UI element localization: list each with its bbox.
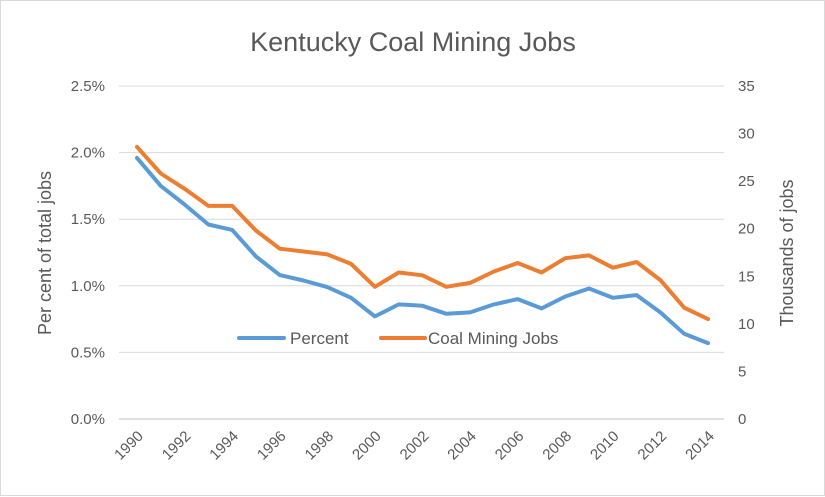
- x-tick-label: 1994: [206, 428, 242, 464]
- x-tick-label: 2008: [539, 428, 575, 464]
- x-tick-label: 2014: [682, 428, 718, 464]
- legend-label-coal-mining-jobs: Coal Mining Jobs: [428, 329, 558, 348]
- left-tick-label: 1.5%: [71, 211, 105, 228]
- series-lines: [135, 144, 710, 346]
- right-tick-label: 20: [738, 221, 755, 238]
- left-tick-label: 0.0%: [71, 411, 105, 428]
- left-tick-label: 2.5%: [71, 78, 105, 95]
- left-axis-title: Per cent of total jobs: [35, 171, 55, 335]
- right-axis-ticks: 0 5 10 15 20 25 30 35: [738, 78, 755, 428]
- x-tick-label: 1996: [254, 428, 290, 464]
- right-tick-label: 10: [738, 316, 755, 333]
- legend-label-percent: Percent: [290, 329, 349, 348]
- x-tick-label: 1992: [159, 428, 195, 464]
- x-tick-label: 1990: [111, 428, 147, 464]
- x-tick-label: 2010: [587, 428, 623, 464]
- left-tick-label: 1.0%: [71, 278, 105, 295]
- x-tick-label: 1998: [302, 428, 338, 464]
- gridlines: [119, 85, 724, 420]
- right-tick-label: 15: [738, 268, 755, 285]
- series-line-percent: [135, 155, 710, 346]
- x-axis-ticks: 1990 1992 1994 1996 1998 2000 2002 2004 2006 2008…: [111, 428, 718, 464]
- left-tick-label: 2.0%: [71, 145, 105, 162]
- right-tick-label: 35: [738, 78, 755, 95]
- legend: Percent Coal Mining Jobs: [237, 329, 558, 348]
- chart-title: Kentucky Coal Mining Jobs: [250, 27, 576, 57]
- right-tick-label: 5: [738, 363, 746, 380]
- x-tick-label: 2004: [444, 428, 480, 464]
- right-tick-label: 30: [738, 126, 755, 143]
- x-tick-label: 2000: [349, 428, 385, 464]
- right-tick-label: 25: [738, 173, 755, 190]
- x-tick-label: 2006: [492, 428, 528, 464]
- left-axis-ticks: 0.0% 0.5% 1.0% 1.5% 2.0% 2.5%: [71, 78, 105, 428]
- x-tick-label: 2002: [397, 428, 433, 464]
- series-line-coal-mining-jobs: [135, 144, 710, 322]
- x-tick-label: 2012: [635, 428, 671, 464]
- right-axis-title: Thousands of jobs: [777, 179, 797, 326]
- left-tick-label: 0.5%: [71, 344, 105, 361]
- right-tick-label: 0: [738, 411, 746, 428]
